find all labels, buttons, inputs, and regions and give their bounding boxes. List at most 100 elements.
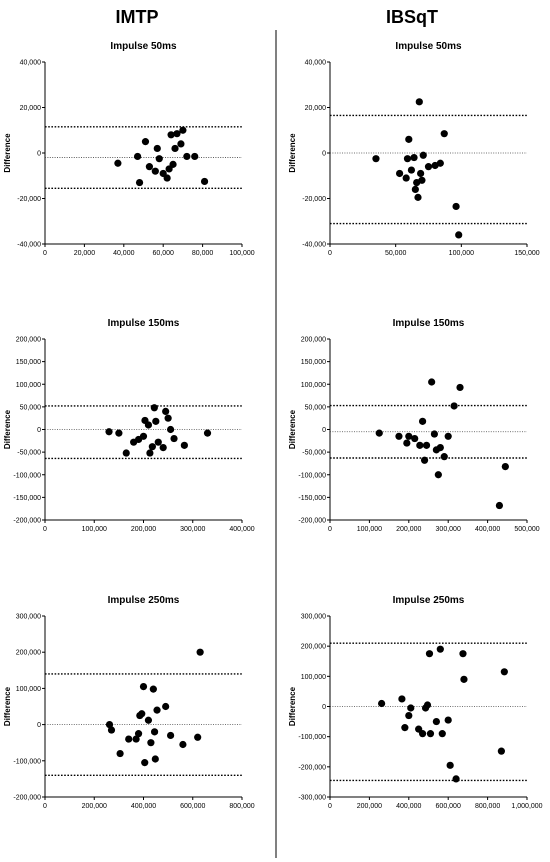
- panel-0-0: Impulse 50ms Difference -40,000 -20,000 0 20,…: [3, 41, 255, 257]
- data-point: [171, 144, 179, 153]
- y-tick-label: -200,000: [298, 518, 326, 525]
- data-point: [166, 425, 175, 434]
- data-point: [436, 444, 444, 452]
- data-point: [405, 711, 413, 720]
- data-point: [440, 453, 448, 461]
- y-tick-label: -200,000: [13, 518, 41, 525]
- data-point: [444, 432, 452, 440]
- data-point: [425, 650, 434, 658]
- x-tick-label: 100,000: [82, 526, 107, 533]
- y-tick-label: 50,000: [20, 404, 42, 411]
- y-tick-label: 0: [37, 151, 41, 158]
- data-point: [407, 166, 416, 174]
- y-tick-label: -100,000: [13, 758, 41, 765]
- data-point: [149, 685, 157, 693]
- x-tick-label: 0: [43, 526, 47, 533]
- x-tick-label: 0: [328, 526, 332, 533]
- y-tick-label: 0: [322, 704, 326, 711]
- data-point: [444, 716, 452, 724]
- data-point: [194, 733, 202, 741]
- y-axis-label: Difference: [3, 409, 12, 449]
- data-point: [163, 174, 171, 182]
- data-point: [405, 432, 413, 440]
- data-point: [200, 177, 209, 186]
- x-tick-label: 300,000: [436, 526, 461, 533]
- data-point: [495, 501, 504, 510]
- data-point: [135, 178, 144, 187]
- data-point: [378, 699, 386, 708]
- y-tick-label: 40,000: [20, 60, 42, 67]
- data-point: [436, 645, 444, 653]
- data-point: [438, 730, 446, 738]
- data-point: [501, 463, 509, 471]
- y-tick-label: -20,000: [302, 196, 326, 203]
- data-point: [139, 432, 148, 440]
- x-tick-label: 200,000: [82, 803, 107, 810]
- panel-title: Impulse 250ms: [393, 595, 465, 606]
- data-point: [396, 169, 404, 178]
- data-point: [401, 724, 409, 732]
- x-tick-label: 300,000: [180, 526, 205, 533]
- y-axis-label: Difference: [288, 133, 297, 173]
- data-point: [405, 135, 413, 143]
- y-tick-label: -100,000: [13, 472, 41, 479]
- data-point: [436, 159, 444, 167]
- data-point: [372, 155, 380, 163]
- y-tick-label: 200,000: [16, 650, 41, 657]
- data-point: [147, 739, 155, 747]
- y-tick-label: 150,000: [301, 359, 326, 366]
- x-tick-label: 600,000: [436, 803, 461, 810]
- data-point: [411, 185, 419, 193]
- data-point: [139, 682, 148, 691]
- data-point: [150, 728, 159, 736]
- data-point: [154, 438, 162, 446]
- data-point: [180, 441, 188, 449]
- data-point: [179, 740, 187, 749]
- data-point: [419, 151, 427, 159]
- y-axis-label: Difference: [3, 133, 12, 173]
- panels-group: Impulse 50ms Difference -40,000 -20,000 0 20,…: [3, 41, 543, 810]
- data-point: [105, 428, 113, 436]
- data-point: [456, 383, 464, 392]
- data-point: [141, 759, 149, 767]
- data-point: [416, 441, 424, 449]
- x-tick-label: 400,000: [396, 803, 421, 810]
- data-point: [153, 144, 161, 153]
- data-point: [407, 704, 415, 712]
- y-tick-label: 100,000: [301, 674, 326, 681]
- y-axis-label: Difference: [3, 686, 12, 726]
- data-point: [424, 163, 433, 171]
- data-point: [183, 152, 191, 161]
- data-point: [153, 706, 161, 714]
- data-point: [105, 721, 114, 729]
- data-point: [459, 650, 467, 658]
- data-point: [446, 761, 454, 769]
- data-point: [432, 717, 440, 726]
- x-tick-label: 400,000: [131, 803, 156, 810]
- y-tick-label: -20,000: [17, 196, 41, 203]
- data-point: [460, 675, 468, 683]
- data-point: [417, 169, 425, 178]
- y-tick-label: -200,000: [13, 795, 41, 802]
- data-point: [410, 153, 418, 162]
- x-tick-label: 800,000: [229, 803, 254, 810]
- data-point: [162, 702, 170, 711]
- data-point: [403, 439, 411, 447]
- data-point: [418, 417, 427, 425]
- data-point: [125, 735, 133, 743]
- y-tick-label: 300,000: [301, 614, 326, 621]
- panel-0-1: Impulse 150ms Difference -200,000 -150,000 -…: [3, 318, 255, 533]
- x-tick-label: 200,000: [396, 526, 421, 533]
- data-point: [134, 730, 143, 738]
- data-point: [144, 421, 153, 429]
- data-point: [107, 726, 116, 734]
- x-tick-label: 20,000: [74, 250, 96, 257]
- data-point: [133, 152, 142, 161]
- data-point: [152, 417, 160, 425]
- data-point: [122, 449, 130, 457]
- data-point: [450, 402, 458, 410]
- y-tick-label: 20,000: [20, 105, 42, 112]
- x-tick-label: 80,000: [192, 250, 214, 257]
- x-tick-label: 400,000: [475, 526, 500, 533]
